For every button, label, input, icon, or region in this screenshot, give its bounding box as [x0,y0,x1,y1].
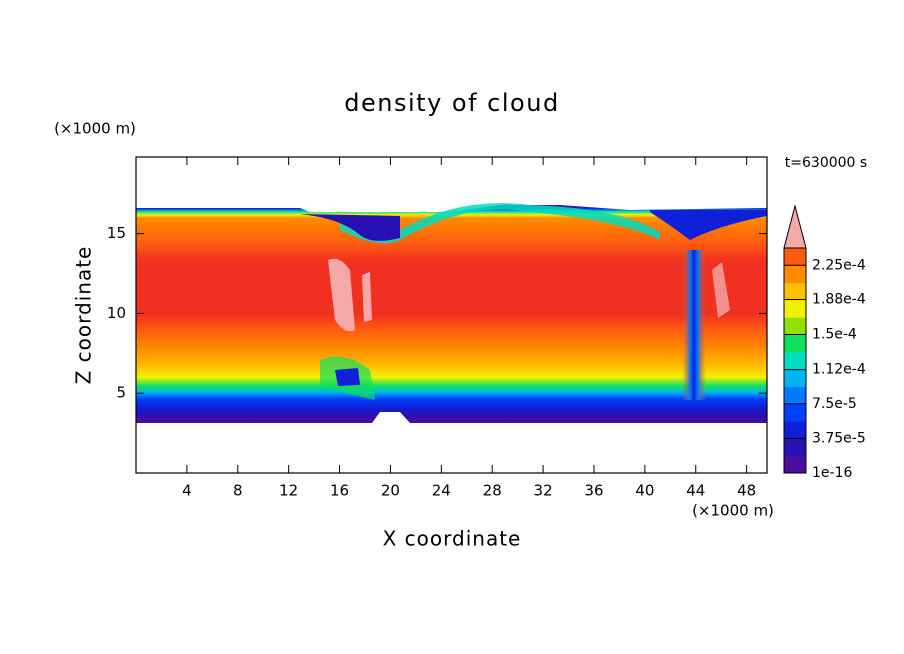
colorbar-band [784,386,806,405]
x-tick-label: 16 [330,482,349,500]
x-tick-label: 36 [584,482,603,500]
colorbar-band [784,351,806,370]
contour-band [340,203,660,244]
x-axis-label: X coordinate [383,527,522,551]
colorbar-tick-label: 2.25e-4 [812,257,866,273]
chart-title: density of cloud [344,89,559,117]
colorbar-tick-label: 1.5e-4 [812,327,857,343]
contour-band [712,262,730,318]
colorbar-band [784,438,806,457]
y-tick-label: 10 [107,304,126,322]
x-tick-label: 44 [686,482,705,500]
colorbar-tick-label: 1.12e-4 [812,362,866,378]
colorbar-extension [783,204,807,249]
contour-band [335,368,360,386]
contour-fill [136,205,767,423]
colorbar-band [784,403,806,422]
contour-field [136,203,767,423]
annotation: t=630000 s [785,155,867,171]
x-tick-label: 28 [483,482,502,500]
contour-band [300,214,400,241]
x-tick-label: 24 [432,482,451,500]
colorbar-band [784,369,806,387]
colorbar-band [784,265,806,284]
x-tick-label: 32 [534,482,553,500]
colorbar-band [784,282,806,301]
colorbar-tick-label: 1.88e-4 [812,291,866,307]
x-tick-label: 12 [279,482,298,500]
x-tick-label: 48 [737,482,756,500]
colorbar-band [784,299,806,318]
x-tick-label: 8 [233,482,243,500]
contour-band [362,272,372,322]
x-tick-label: 40 [635,482,654,500]
y-tick-label: 5 [116,384,126,402]
y-axis-label: Z coordinate [72,246,96,385]
y-tick-label: 15 [107,224,126,242]
plot-frame [135,156,768,474]
x-tick-label: 20 [381,482,400,500]
colorbar-band [784,317,806,336]
contour-band [650,210,767,240]
colorbar-tick-label: 7.5e-5 [812,396,857,412]
colorbar-band [784,248,806,266]
colorbar-band [784,455,806,474]
colorbar-tick-label: 1e-16 [812,465,852,481]
contour-band [682,250,706,400]
contour-band [328,258,355,332]
x-unit: (×1000 m) [692,502,774,520]
colorbar-tick-label: 3.75e-5 [812,430,866,446]
x-tick-label: 4 [182,482,192,500]
y-unit: (×1000 m) [54,120,136,138]
colorbar-band [784,334,806,353]
colorbar-band [784,421,806,439]
